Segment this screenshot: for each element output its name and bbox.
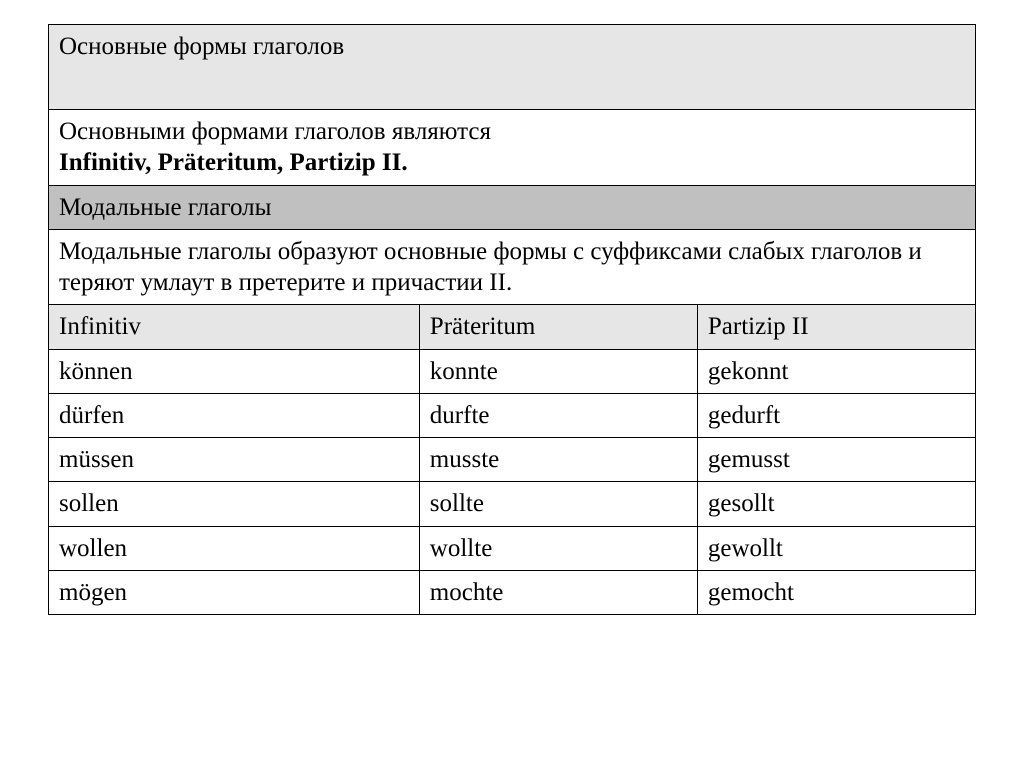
column-header-row: Infinitiv Präteritum Partizip II	[49, 305, 976, 349]
intro-line1: Основными формами глаголов являются	[59, 118, 491, 145]
verb-forms-table: Основные формы глаголов Основными формам…	[48, 24, 976, 615]
col-header-partizip: Partizip II	[697, 305, 975, 349]
cell-partizip: gemusst	[697, 438, 975, 482]
cell-prateritum: wollte	[419, 526, 697, 570]
table-row: können konnte gekonnt	[49, 349, 976, 393]
cell-prateritum: sollte	[419, 482, 697, 526]
cell-infinitiv: sollen	[49, 482, 420, 526]
cell-partizip: gedurft	[697, 393, 975, 437]
cell-partizip: gekonnt	[697, 349, 975, 393]
section-description: Модальные глаголы образуют основные форм…	[49, 229, 976, 305]
table-row: müssen musste gemusst	[49, 438, 976, 482]
table-row: sollen sollte gesollt	[49, 482, 976, 526]
col-header-infinitiv: Infinitiv	[49, 305, 420, 349]
table-title: Основные формы глаголов	[49, 25, 976, 110]
cell-infinitiv: können	[49, 349, 420, 393]
cell-partizip: gewollt	[697, 526, 975, 570]
cell-partizip: gemocht	[697, 570, 975, 614]
col-header-prateritum: Präteritum	[419, 305, 697, 349]
cell-prateritum: durfte	[419, 393, 697, 437]
cell-infinitiv: dürfen	[49, 393, 420, 437]
table-row: dürfen durfte gedurft	[49, 393, 976, 437]
table-intro: Основными формами глаголов являются Infi…	[49, 110, 976, 186]
table-row: wollen wollte gewollt	[49, 526, 976, 570]
cell-prateritum: konnte	[419, 349, 697, 393]
cell-partizip: gesollt	[697, 482, 975, 526]
table-row: mögen mochte gemocht	[49, 570, 976, 614]
cell-infinitiv: mögen	[49, 570, 420, 614]
cell-prateritum: musste	[419, 438, 697, 482]
cell-infinitiv: wollen	[49, 526, 420, 570]
section-header: Модальные глаголы	[49, 185, 976, 229]
intro-line2: Infinitiv, Präteritum, Partizip II.	[59, 149, 408, 176]
cell-prateritum: mochte	[419, 570, 697, 614]
cell-infinitiv: müssen	[49, 438, 420, 482]
